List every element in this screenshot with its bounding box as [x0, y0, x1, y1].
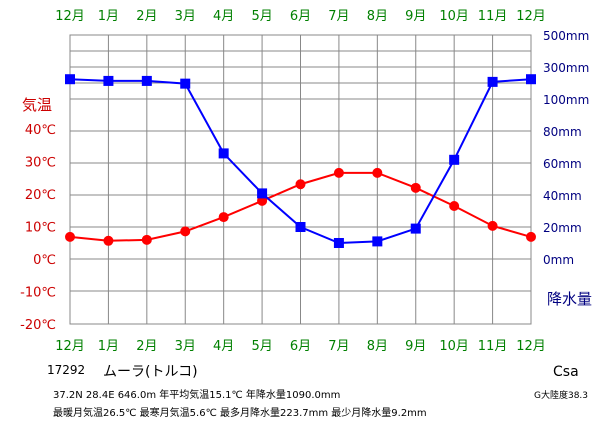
month-label-bottom: 3月	[175, 339, 196, 354]
continentality: G大陸度38.3	[534, 391, 589, 401]
month-label-bottom: 12月	[55, 339, 85, 354]
month-label-top: 5月	[251, 9, 272, 24]
station-id: 17292	[47, 363, 86, 377]
station-name: ムーラ(トルコ)	[103, 364, 198, 380]
chart-grid	[69, 34, 532, 325]
precipitation-tick-label: 60mm	[543, 157, 582, 171]
precipitation-tick-label: 40mm	[543, 189, 582, 203]
precipitation-tick-label: 20mm	[543, 221, 582, 235]
month-label-top: 6月	[290, 9, 311, 24]
precipitation-point	[333, 238, 344, 248]
precipitation-point	[141, 75, 152, 86]
temperature-point	[487, 220, 498, 231]
month-label-top: 1月	[98, 9, 119, 24]
month-label-top: 9月	[405, 9, 426, 24]
month-label-bottom: 1月	[98, 339, 119, 354]
precipitation-point	[487, 76, 498, 87]
month-label-bottom: 5月	[251, 339, 272, 354]
station-stats-line1: 37.2N 28.4E 646.0m 年平均気温15.1℃ 年降水量1090.0…	[53, 390, 341, 401]
precipitation-point	[65, 74, 75, 85]
precipitation-tick-label: 80mm	[543, 125, 582, 139]
temperature-point	[218, 212, 229, 223]
temperature-tick-label: -10℃	[20, 286, 56, 301]
precipitation-series	[65, 74, 536, 248]
month-label-top: 10月	[439, 9, 469, 24]
month-label-bottom: 11月	[478, 339, 508, 354]
month-label-bottom: 6月	[290, 339, 311, 354]
precipitation-tick-label: 0mm	[543, 253, 574, 267]
month-label-bottom: 12月	[516, 339, 546, 354]
temperature-point	[295, 179, 306, 190]
temperature-tick-label: -20℃	[20, 318, 56, 333]
month-label-bottom: 9月	[405, 339, 426, 354]
precipitation-point	[257, 188, 268, 199]
month-label-bottom: 10月	[439, 339, 469, 354]
temperature-point	[333, 167, 344, 178]
precipitation-point	[410, 223, 421, 234]
month-label-top: 2月	[136, 9, 157, 24]
month-label-bottom: 8月	[367, 339, 388, 354]
month-label-top: 3月	[175, 9, 196, 24]
station-stats-line2: 最暖月気温26.5℃ 最寒月気温5.6℃ 最多月降水量223.7mm 最少月降水…	[53, 408, 427, 419]
precipitation-tick-label: 300mm	[543, 61, 589, 75]
temperature-point	[449, 201, 460, 212]
precipitation-point	[103, 75, 114, 86]
precipitation-point	[295, 222, 306, 232]
precipitation-axis: 降水量 0mm 20mm 40mm 60mm 80mm 100mm 300mm 500mm	[543, 29, 592, 308]
month-label-bottom: 2月	[136, 339, 157, 354]
month-label-bottom: 4月	[213, 339, 234, 354]
temperature-tick-label: 30℃	[25, 156, 56, 171]
month-label-top: 12月	[516, 9, 546, 24]
precipitation-tick-label: 100mm	[543, 93, 589, 107]
precipitation-tick-label: 500mm	[543, 29, 589, 43]
temperature-series	[65, 167, 536, 246]
month-label-top: 8月	[367, 9, 388, 24]
month-label-top: 4月	[213, 9, 234, 24]
precipitation-point	[180, 78, 191, 89]
temperature-point	[372, 167, 383, 178]
temperature-point	[410, 182, 421, 193]
temperature-tick-label: 20℃	[25, 188, 56, 203]
month-label-top: 11月	[478, 9, 508, 24]
temperature-axis-title: 気温	[22, 96, 52, 114]
precipitation-point	[372, 236, 383, 247]
temperature-point	[141, 234, 152, 245]
precipitation-point	[449, 154, 460, 165]
temperature-point	[65, 231, 75, 242]
temperature-tick-label: 10℃	[25, 221, 56, 236]
month-labels-top: 12月 1月 2月 3月 4月 5月 6月 7月 8月 9月 10月 11月 12月	[55, 9, 546, 24]
month-label-top: 7月	[328, 9, 349, 24]
temperature-point	[526, 231, 536, 242]
precipitation-point	[526, 74, 536, 85]
precipitation-point	[218, 148, 229, 159]
precipitation-axis-title: 降水量	[547, 290, 592, 308]
temperature-tick-label: 0℃	[33, 253, 56, 268]
temperature-tick-label: 40℃	[25, 123, 56, 138]
temperature-point	[180, 226, 191, 237]
month-labels-bottom: 12月 1月 2月 3月 4月 5月 6月 7月 8月 9月 10月 11月 12月	[55, 339, 546, 354]
temperature-axis: 気温 40℃ 30℃ 20℃ 10℃ 0℃ -10℃ -20℃	[20, 96, 56, 333]
climate-code: Csa	[553, 364, 579, 380]
month-label-bottom: 7月	[328, 339, 349, 354]
temperature-point	[103, 235, 114, 246]
month-label-top: 12月	[55, 9, 85, 24]
